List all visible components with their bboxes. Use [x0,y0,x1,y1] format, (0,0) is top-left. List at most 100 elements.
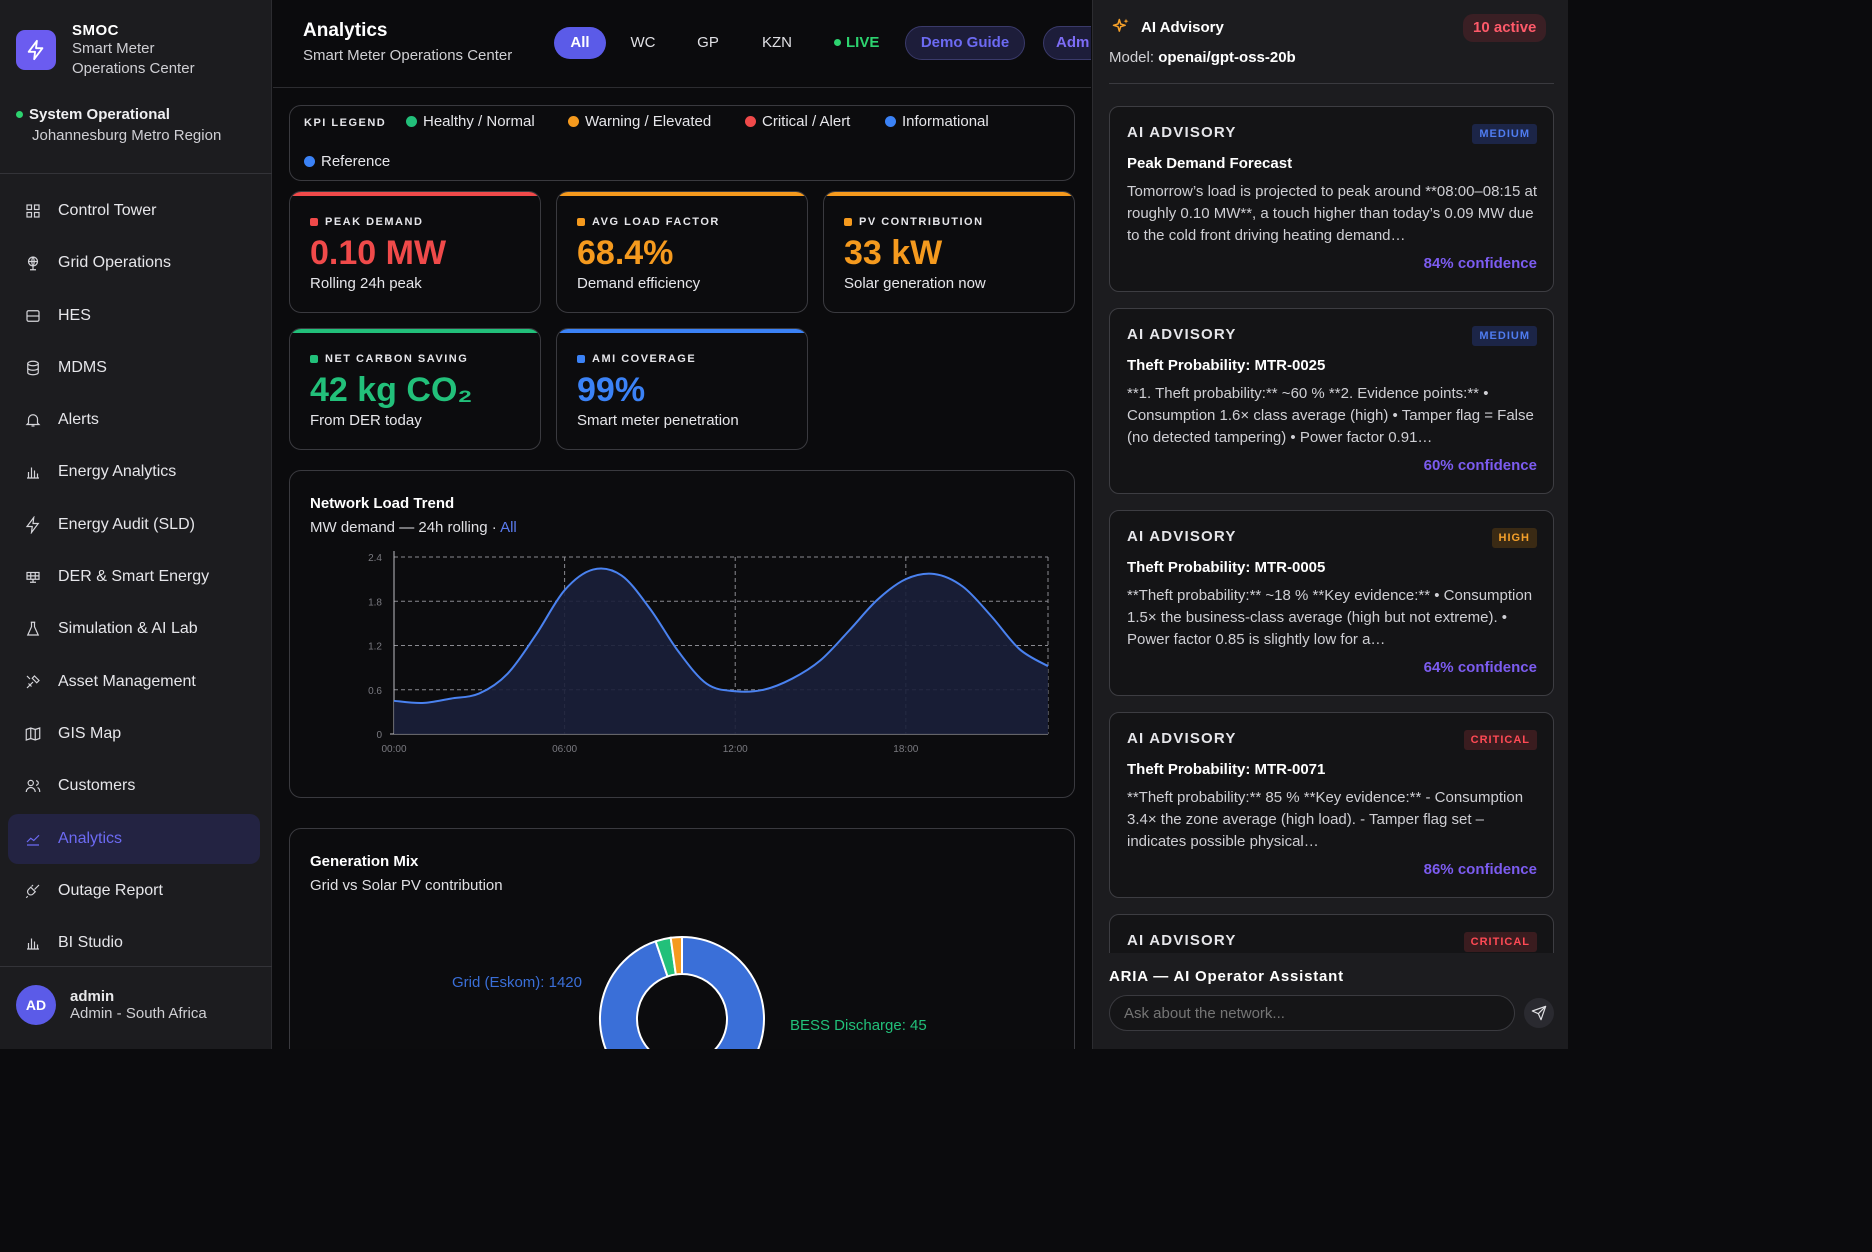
load-data-point [615,569,627,581]
sidebar-item-asset-management[interactable]: Asset Management [8,657,260,707]
live-indicator: LIVE [834,34,879,51]
advisory-card[interactable]: AI ADVISORY MEDIUM Theft Probability: MTR-… [1109,308,1554,494]
user-profile[interactable]: AD admin Admin - South Africa [16,985,207,1025]
advisory-card-heading: AI ADVISORY [1127,326,1237,343]
filter-wc[interactable]: WC [630,34,656,51]
advisory-card-title: Theft Probability: MTR-0005 [1127,559,1326,576]
sidebar-item-simulation-ai-lab[interactable]: Simulation & AI Lab [8,604,260,654]
sidebar-item-gis-map[interactable]: GIS Map [8,709,260,759]
filter-kzn[interactable]: KZN [762,34,792,51]
sidebar-item-label: DER & Smart Energy [58,568,210,586]
status-text: System Operational [29,106,170,123]
severity-badge: CRITICAL [1463,932,1537,952]
kpi-sub: From DER today [310,412,422,429]
sidebar-item-hes[interactable]: HES [8,291,260,341]
send-button[interactable] [1524,998,1554,1028]
sidebar-item-label: Energy Audit (SLD) [58,515,195,533]
severity-badge: CRITICAL [1463,730,1537,750]
legend-dot [745,116,756,127]
load-data-point [416,697,428,709]
aria-input[interactable] [1109,995,1515,1031]
load-data-point [729,685,741,697]
tools-icon [26,674,40,689]
sidebar-nav: Control Tower Grid Operations HES MDMS Alert… [8,186,260,970]
brand[interactable]: SMOC Smart Meter Operations Center [16,22,222,79]
admin-button[interactable]: Adm [1043,26,1091,60]
line-chart-icon [26,834,40,846]
legend-dot [568,116,579,127]
y-tick-label: 0.6 [368,686,382,697]
divider [1109,83,1554,84]
sidebar-item-bi-studio[interactable]: BI Studio [8,918,260,968]
advisory-card[interactable]: AI ADVISORY HIGH Theft Probability: MTR-00… [1109,510,1554,696]
filter-gp[interactable]: GP [697,34,719,51]
kpi-value: 0.10 MW [310,234,447,272]
sidebar-item-outage-report[interactable]: Outage Report [8,866,260,916]
load-data-point [701,678,713,690]
y-tick-label: 1.8 [368,597,382,608]
region-text: Johannesburg Metro Region [32,127,222,144]
aria-assistant: ARIA — AI Operator Assistant [1093,953,1568,1049]
sidebar-item-label: BI Studio [58,934,123,952]
legend-label: Healthy / Normal [423,113,535,130]
demo-guide-button[interactable]: Demo Guide [905,26,1025,60]
load-data-point [672,645,684,657]
kpi-label: AMI COVERAGE [592,353,697,365]
load-data-point [900,573,912,585]
model-info: Model: openai/gpt-oss-20b [1109,49,1296,66]
load-data-point [473,687,485,699]
user-name: admin [70,988,115,1005]
active-count-badge[interactable]: 10 active [1463,14,1547,42]
donut-slice-solar-pv[interactable] [669,935,683,976]
sparkle-icon [1112,18,1129,32]
generation-mix-donut[interactable]: Grid (Eskom): 1420 BESS Discharge: 45 [290,829,1076,1049]
kpi-avg-load-factor[interactable]: AVG LOAD FACTOR 68.4% Demand efficiency [556,191,808,313]
solar-panel-icon [26,571,40,583]
kpi-net-carbon-saving[interactable]: NET CARBON SAVING 42 kg CO₂ From DER tod… [289,328,541,450]
sidebar-item-customers[interactable]: Customers [8,761,260,811]
kpi-status-dot [310,218,318,226]
network-load-chart-card: Network Load Trend MW demand — 24h rolli… [289,470,1075,798]
bolt-logo-icon [16,30,56,70]
filter-all[interactable]: All [554,27,606,59]
legend-label: Critical / Alert [762,113,851,130]
sidebar-item-alerts[interactable]: Alerts [8,395,260,445]
divider [0,173,272,174]
severity-badge: HIGH [1491,528,1537,548]
sidebar-item-energy-audit-sld[interactable]: Energy Audit (SLD) [8,500,260,550]
load-data-point [985,610,997,622]
sidebar-item-label: Energy Analytics [58,463,177,481]
advisory-card-body: **Theft probability:** ~18 % **Key evide… [1127,587,1533,648]
sidebar-item-grid-operations[interactable]: Grid Operations [8,238,260,288]
severity-badge: MEDIUM [1472,326,1537,346]
confidence-label: 60% confidence [1423,457,1537,474]
severity-badge: MEDIUM [1472,124,1537,144]
sidebar-item-der-smart-energy[interactable]: DER & Smart Energy [8,552,260,602]
advisory-card[interactable]: AI ADVISORY CRITICAL Theft Probability: MT… [1109,712,1554,898]
sidebar-item-label: Alerts [58,411,99,429]
donut-data-label: Grid (Eskom): 1420 [452,974,582,991]
kpi-sub: Rolling 24h peak [310,275,422,292]
legend-item: Healthy / Normal [406,113,535,130]
sidebar-item-mdms[interactable]: MDMS [8,343,260,393]
sidebar-item-energy-analytics[interactable]: Energy Analytics [8,447,260,497]
sidebar-item-analytics[interactable]: Analytics [8,813,260,864]
sidebar-item-control-tower[interactable]: Control Tower [8,186,260,236]
kpi-ami-coverage[interactable]: AMI COVERAGE 99% Smart meter penetration [556,328,808,450]
load-trend-chart[interactable]: 0 0.6 1.2 1.8 2.4 00:00 06:00 12:00 18:00 [290,471,1076,799]
bar-chart-icon [27,467,39,480]
brand-full: Smart Meter Operations Center [72,40,195,77]
sidebar-item-label: MDMS [58,358,107,376]
advisory-card[interactable]: AI ADVISORY MEDIUM Peak Demand Forecast Tom… [1109,106,1554,292]
server-icon [26,309,40,322]
x-tick-label: 06:00 [552,744,577,755]
kpi-pv-contribution[interactable]: PV CONTRIBUTION 33 kW Solar generation n… [823,191,1075,313]
users-icon [25,780,41,793]
donut-slice-grid-eskom[interactable] [599,935,765,1049]
x-tick-label: 12:00 [723,744,748,755]
generation-mix-card: Generation Mix Grid vs Solar PV contribu… [289,828,1075,1049]
kpi-label: PV CONTRIBUTION [859,216,984,228]
divider [0,966,272,967]
sidebar-item-label: Analytics [58,829,123,847]
kpi-peak-demand[interactable]: PEAK DEMAND 0.10 MW Rolling 24h peak [289,191,541,313]
